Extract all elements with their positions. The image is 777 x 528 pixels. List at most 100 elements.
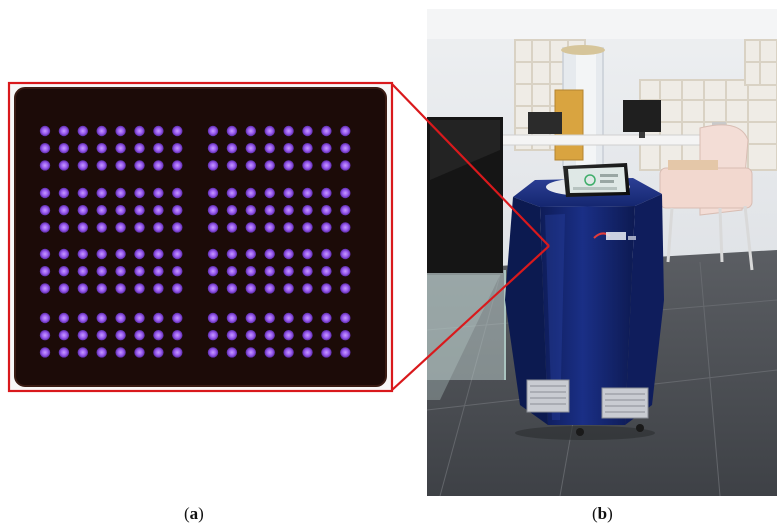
led-dot [245, 312, 256, 324]
led-dot [226, 248, 238, 260]
led-dot [226, 330, 238, 341]
led-dot [96, 187, 107, 199]
led-dot [134, 312, 145, 324]
led-dot [172, 330, 183, 341]
led-dot [321, 143, 332, 154]
led-dot [340, 205, 351, 216]
led-dot [321, 187, 332, 199]
led-dot [172, 312, 183, 324]
led-dot [96, 330, 107, 341]
led-dot [302, 347, 313, 358]
led-dot [39, 205, 51, 216]
led-dot [302, 248, 313, 260]
led-dot [77, 330, 89, 341]
led-dot [58, 347, 70, 358]
led-dot [245, 160, 256, 171]
led-dot [283, 330, 294, 341]
led-dot [39, 187, 51, 199]
led-dot [58, 125, 70, 137]
led-dot [245, 266, 256, 277]
led-dot [245, 187, 256, 199]
led-dot [321, 266, 332, 277]
led-dot [58, 205, 70, 216]
led-dot [207, 160, 219, 171]
led-dot [77, 160, 89, 171]
led-dot [134, 143, 145, 154]
led-dot [172, 160, 183, 171]
led-dot [283, 248, 294, 260]
led-dot [340, 125, 351, 137]
led-dot [245, 283, 256, 294]
led-dot [283, 143, 294, 154]
led-dot [58, 266, 70, 277]
led-dot [96, 266, 107, 277]
led-dot [172, 143, 183, 154]
led-dot [58, 143, 70, 154]
led-dot [134, 248, 145, 260]
led-dot [207, 248, 219, 260]
led-dot [226, 125, 238, 137]
led-dot [153, 205, 164, 216]
led-dot [226, 143, 238, 154]
led-dot [115, 125, 126, 137]
led-dot [321, 160, 332, 171]
led-dot [153, 330, 164, 341]
led-dot [226, 160, 238, 171]
led-grid [39, 125, 351, 358]
panel-a-led-plate-image [7, 81, 394, 393]
led-dot [340, 312, 351, 324]
led-dot [134, 347, 145, 358]
led-dot [172, 266, 183, 277]
led-dot [77, 143, 89, 154]
armchair [659, 124, 754, 271]
led-dot [321, 330, 332, 341]
led-dot [96, 160, 107, 171]
led-dot [321, 222, 332, 233]
led-dot [172, 187, 183, 199]
led-dot [58, 160, 70, 171]
led-dot [96, 222, 107, 233]
led-dot [226, 266, 238, 277]
led-dot [172, 125, 183, 137]
led-dot [115, 312, 126, 324]
led-dot [96, 312, 107, 324]
led-dot [340, 187, 351, 199]
led-dot [245, 125, 256, 137]
led-dot [134, 125, 145, 137]
led-dot [226, 347, 238, 358]
led-dot [226, 312, 238, 324]
led-dot [172, 283, 183, 294]
led-dot [58, 187, 70, 199]
led-dot [264, 222, 275, 233]
led-plate [15, 88, 386, 386]
led-dot [340, 347, 351, 358]
led-dot [283, 160, 294, 171]
led-dot [153, 266, 164, 277]
led-dot [264, 347, 275, 358]
led-dot [58, 283, 70, 294]
caption-panel-b-letter: b [597, 504, 608, 523]
led-dot [321, 312, 332, 324]
led-dot [264, 125, 275, 137]
led-dot [134, 160, 145, 171]
led-dot [207, 266, 219, 277]
led-dot [302, 143, 313, 154]
led-dot [134, 283, 145, 294]
led-dot [283, 187, 294, 199]
panel-b-room-photo [426, 9, 777, 497]
led-dot [134, 266, 145, 277]
led-dot [264, 248, 275, 260]
led-dot [264, 205, 275, 216]
led-dot [226, 283, 238, 294]
vent-right [601, 387, 649, 419]
led-dot [77, 205, 89, 216]
robot-brand-logo [593, 232, 636, 240]
led-dot [321, 125, 332, 137]
led-dot [340, 222, 351, 233]
led-dot [96, 248, 107, 260]
led-dot [245, 205, 256, 216]
led-dot [58, 312, 70, 324]
led-dot [302, 125, 313, 137]
led-dot [153, 248, 164, 260]
callout-lines [391, 83, 550, 391]
